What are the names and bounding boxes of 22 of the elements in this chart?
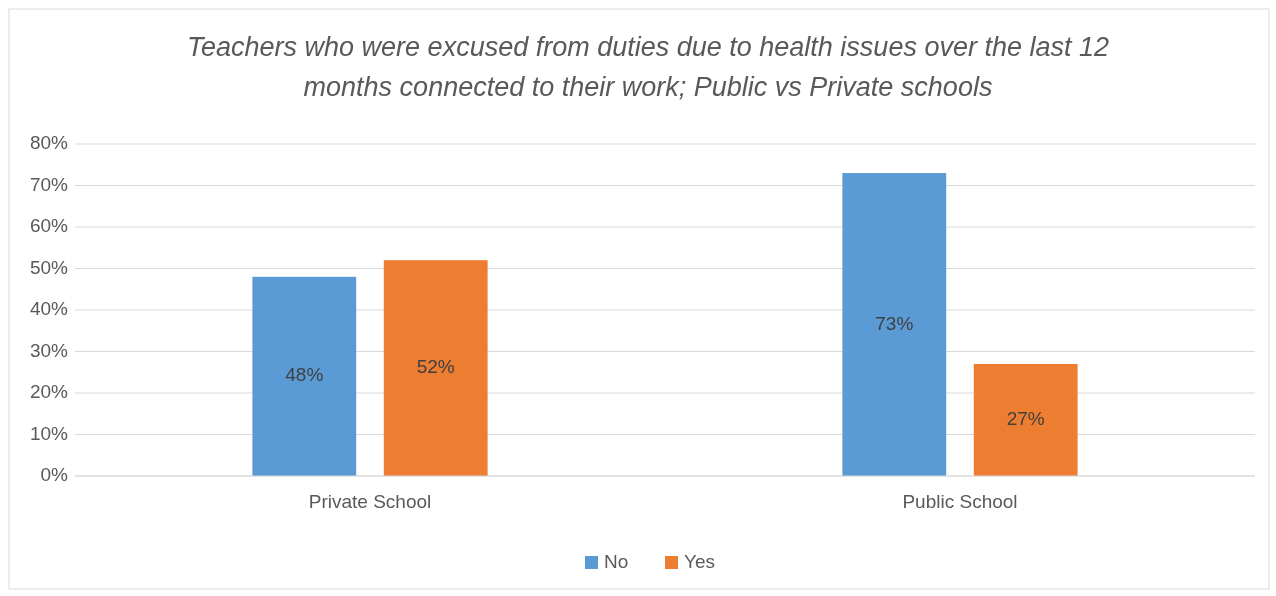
- y-tick-label: 60%: [29, 215, 69, 237]
- legend-label: Yes: [684, 551, 715, 573]
- y-tick-label: 20%: [29, 381, 69, 403]
- bar: [842, 173, 947, 476]
- y-tick-label: 80%: [29, 132, 69, 154]
- y-tick-label: 10%: [29, 422, 69, 444]
- data-label: 73%: [875, 312, 914, 334]
- bar: [383, 260, 488, 476]
- data-label: 48%: [285, 364, 324, 386]
- x-tick-label: Public School: [902, 491, 1018, 512]
- y-tick-label: 50%: [29, 256, 69, 278]
- y-tick-label: 30%: [29, 339, 69, 361]
- y-tick-label: 40%: [29, 298, 69, 320]
- chart-title: Teachers who were excused from duties due to health issues over the last 12 months connected to their work; Public vs Private schools: [186, 32, 1110, 102]
- bar: [973, 363, 1078, 476]
- y-tick-label: 0%: [40, 464, 69, 486]
- y-tick-label: 70%: [29, 173, 69, 195]
- legend-label: No: [604, 551, 629, 573]
- x-tick-label: Private School: [308, 491, 432, 512]
- data-label: 27%: [1006, 407, 1045, 429]
- bar: [252, 276, 357, 476]
- data-label: 52%: [416, 356, 455, 378]
